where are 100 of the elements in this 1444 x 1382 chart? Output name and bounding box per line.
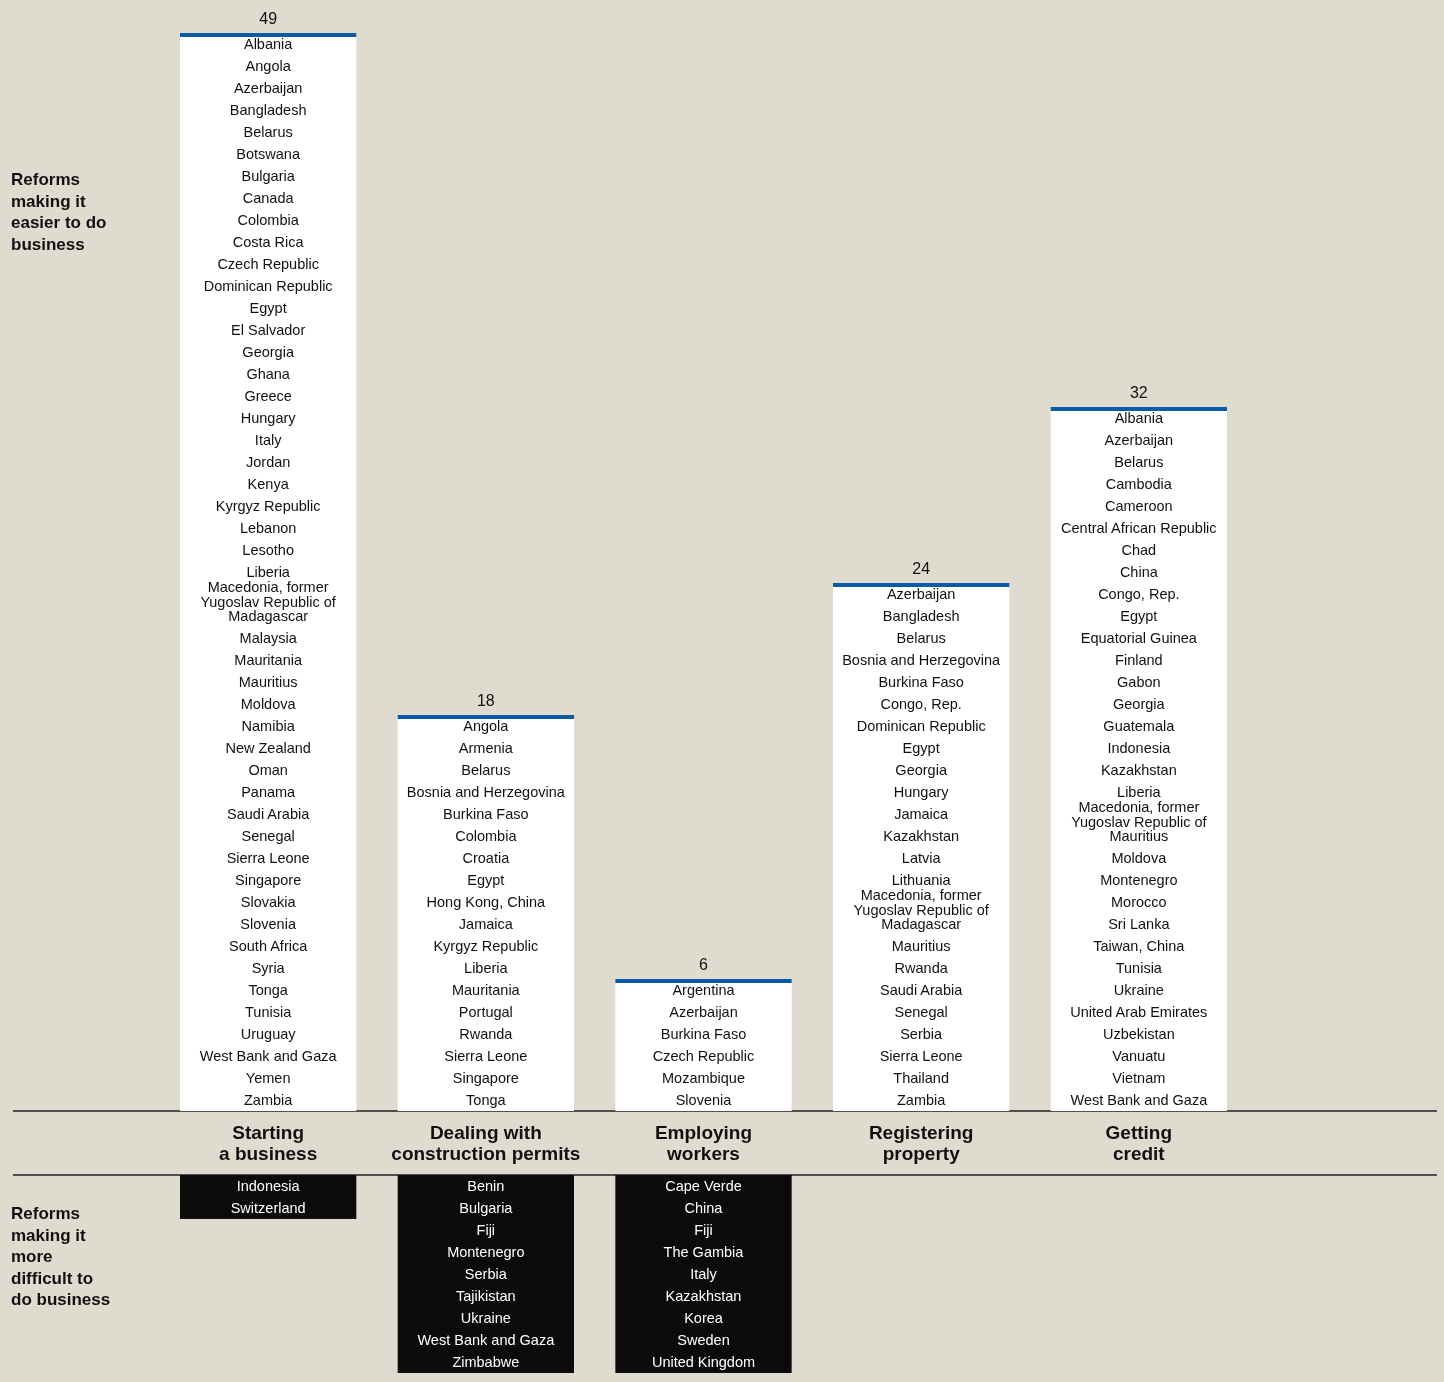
annotation: Montenegro (447, 1244, 525, 1260)
annotation: El Salvador (231, 322, 306, 338)
annotation: Malaysia (239, 630, 298, 646)
annotation: Uzbekistan (1102, 1026, 1175, 1042)
annotation: Cambodia (1105, 476, 1173, 492)
annotation: Singapore (235, 872, 302, 888)
annotation: Lesotho (242, 542, 294, 558)
annotation: Macedonia, former Yugoslav Republic of (200, 578, 337, 610)
annotation: Costa Rica (232, 234, 305, 250)
annotation: Equatorial Guinea (1080, 630, 1198, 646)
annotation: Saudi Arabia (227, 806, 311, 822)
annotation: Moldova (1111, 850, 1168, 866)
annotation: South Africa (229, 938, 309, 954)
annotation: Sri Lanka (1108, 916, 1171, 932)
annotation: Vietnam (1112, 1070, 1166, 1086)
annotation: China (684, 1200, 724, 1216)
annotation: China (1119, 564, 1159, 580)
data-label: 6 (699, 956, 709, 973)
annotation: Mozambique (661, 1070, 746, 1086)
annotation: Botswana (236, 146, 301, 162)
annotation: Mauritius (891, 938, 951, 954)
annotation: Oman (248, 762, 288, 778)
text: Reforms making it more difficult to do business (11, 1204, 111, 1309)
annotation: Switzerland (230, 1200, 306, 1216)
annotation: Bulgaria (241, 168, 296, 184)
annotation: Rwanda (894, 960, 949, 976)
annotation: United Kingdom (651, 1354, 756, 1370)
annotation: Mauritania (234, 652, 303, 668)
data-label: 49 (259, 10, 278, 27)
data-label: 24 (912, 560, 931, 577)
annotation: Thailand (893, 1070, 949, 1086)
annotation: Uruguay (240, 1026, 297, 1042)
annotation: Angola (463, 718, 510, 734)
annotation: Albania (1114, 410, 1164, 426)
annotation: Bangladesh (882, 608, 960, 624)
annotation: Kazakhstan (665, 1288, 742, 1304)
annotation: Burkina Faso (660, 1026, 747, 1042)
annotation: Panama (241, 784, 297, 800)
annotation: Cape Verde (665, 1178, 742, 1194)
annotation: Finland (1115, 652, 1163, 668)
annotation: United Arab Emirates (1070, 1004, 1208, 1020)
annotation: Czech Republic (652, 1048, 755, 1064)
annotation: Senegal (241, 828, 295, 844)
annotation: Taiwan, China (1093, 938, 1186, 954)
annotation: Liberia (246, 564, 291, 580)
annotation: Tonga (466, 1092, 507, 1108)
annotation: Moldova (240, 696, 297, 712)
annotation: Liberia (1117, 784, 1162, 800)
annotation: Ukraine (460, 1310, 511, 1326)
annotation: Lebanon (239, 520, 297, 536)
annotation: Hong Kong, China (426, 894, 547, 910)
annotation: New Zealand (225, 740, 311, 756)
annotation: Ukraine (1113, 982, 1164, 998)
annotation: Tonga (248, 982, 289, 998)
annotation: Morocco (1111, 894, 1167, 910)
annotation: Indonesia (1107, 740, 1172, 756)
annotation: Ghana (246, 366, 291, 382)
annotation: Bulgaria (459, 1200, 514, 1216)
annotation: Italy (690, 1266, 718, 1282)
annotation: Sierra Leone (226, 850, 310, 866)
annotation: Congo, Rep. (880, 696, 962, 712)
annotation: Serbia (464, 1266, 508, 1282)
annotation: Portugal (458, 1004, 513, 1020)
annotation: Dominican Republic (856, 718, 986, 734)
annotation: Bosnia and Herzegovina (842, 652, 1002, 668)
annotation: Jamaica (458, 916, 514, 932)
annotation: Macedonia, former Yugoslav Republic of (1071, 798, 1208, 830)
annotation: Czech Republic (217, 256, 319, 272)
x-tick-label: Employing workers (654, 1121, 753, 1164)
annotation: Zambia (896, 1092, 947, 1108)
annotation: Kazakhstan (883, 828, 960, 844)
annotation: Madagascar (228, 608, 309, 624)
x-tick-label: Starting a business (219, 1121, 318, 1164)
annotation: West Bank and Gaza (199, 1048, 338, 1064)
annotation: Burkina Faso (443, 806, 529, 822)
data-label: 18 (476, 692, 495, 709)
annotation: Croatia (462, 850, 511, 866)
annotation: Singapore (452, 1070, 519, 1086)
annotation: Mauritius (238, 674, 298, 690)
annotation: Belarus (461, 762, 511, 778)
x-tick-label: Getting credit (1105, 1121, 1173, 1164)
annotation: Dominican Republic (203, 278, 333, 294)
annotation: Madagascar (881, 916, 962, 932)
annotation: Serbia (900, 1026, 944, 1042)
annotation: Kyrgyz Republic (215, 498, 321, 514)
annotation: Georgia (1113, 696, 1166, 712)
annotation: Senegal (894, 1004, 948, 1020)
annotation: Hungary (893, 784, 950, 800)
annotation: Georgia (895, 762, 948, 778)
annotation: Syria (251, 960, 286, 976)
annotation: Sierra Leone (879, 1048, 963, 1064)
annotation: Jordan (245, 454, 291, 470)
annotation: The Gambia (663, 1244, 745, 1260)
annotation: Greece (244, 388, 292, 404)
annotation: Rwanda (459, 1026, 514, 1042)
x-tick-label: Dealing with construction permits (391, 1121, 581, 1164)
annotation: Burkina Faso (878, 674, 964, 690)
annotation: Yemen (245, 1070, 291, 1086)
data-label: 32 (1129, 384, 1148, 401)
annotation: Tajikistan (456, 1288, 516, 1304)
